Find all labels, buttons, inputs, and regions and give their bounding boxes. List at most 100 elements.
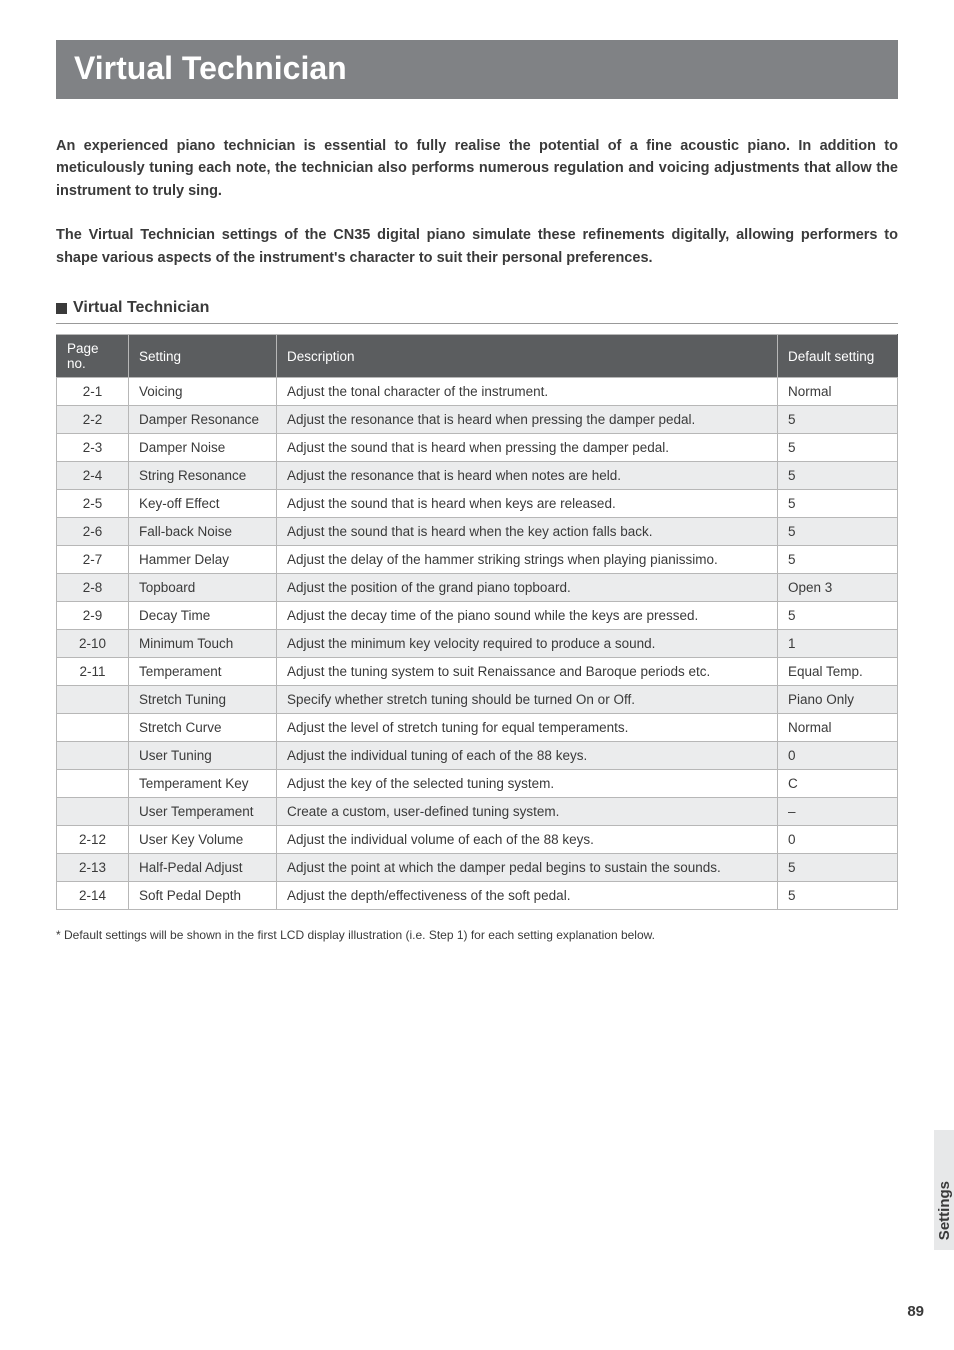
table-row: 2-13Half-Pedal AdjustAdjust the point at… — [57, 854, 898, 882]
cell-default: 1 — [778, 630, 898, 658]
cell-description: Adjust the minimum key velocity required… — [277, 630, 778, 658]
table-row: 2-14Soft Pedal DepthAdjust the depth/eff… — [57, 882, 898, 910]
intro-paragraph-2: The Virtual Technician settings of the C… — [56, 224, 898, 269]
table-row: 2-6Fall-back NoiseAdjust the sound that … — [57, 518, 898, 546]
cell-page: 2-13 — [57, 854, 129, 882]
table-row: 2-11TemperamentAdjust the tuning system … — [57, 658, 898, 686]
cell-setting: Minimum Touch — [129, 630, 277, 658]
cell-setting: Fall-back Noise — [129, 518, 277, 546]
cell-description: Adjust the resonance that is heard when … — [277, 406, 778, 434]
cell-setting: Damper Noise — [129, 434, 277, 462]
cell-default: 5 — [778, 854, 898, 882]
side-tab: Settings — [934, 1130, 954, 1250]
cell-setting: Soft Pedal Depth — [129, 882, 277, 910]
cell-page — [57, 798, 129, 826]
cell-default: 5 — [778, 462, 898, 490]
cell-page: 2-5 — [57, 490, 129, 518]
cell-description: Adjust the sound that is heard when pres… — [277, 434, 778, 462]
cell-default: 5 — [778, 406, 898, 434]
cell-default: Piano Only — [778, 686, 898, 714]
cell-page: 2-14 — [57, 882, 129, 910]
col-header-setting: Setting — [129, 335, 277, 378]
cell-description: Adjust the resonance that is heard when … — [277, 462, 778, 490]
cell-description: Create a custom, user-defined tuning sys… — [277, 798, 778, 826]
cell-page: 2-3 — [57, 434, 129, 462]
cell-default: Equal Temp. — [778, 658, 898, 686]
footnote: * Default settings will be shown in the … — [56, 928, 898, 942]
page-title-bar: Virtual Technician — [56, 40, 898, 99]
cell-page — [57, 714, 129, 742]
table-row: 2-12User Key VolumeAdjust the individual… — [57, 826, 898, 854]
cell-setting: Temperament Key — [129, 770, 277, 798]
cell-page: 2-4 — [57, 462, 129, 490]
table-row: 2-4String ResonanceAdjust the resonance … — [57, 462, 898, 490]
cell-default: 5 — [778, 546, 898, 574]
cell-description: Adjust the level of stretch tuning for e… — [277, 714, 778, 742]
table-row: 2-1VoicingAdjust the tonal character of … — [57, 378, 898, 406]
cell-description: Adjust the depth/effectiveness of the so… — [277, 882, 778, 910]
cell-description: Adjust the position of the grand piano t… — [277, 574, 778, 602]
table-row: Stretch CurveAdjust the level of stretch… — [57, 714, 898, 742]
cell-page: 2-1 — [57, 378, 129, 406]
cell-page: 2-7 — [57, 546, 129, 574]
cell-page — [57, 742, 129, 770]
cell-default: 5 — [778, 882, 898, 910]
cell-setting: Stretch Curve — [129, 714, 277, 742]
cell-default: Normal — [778, 378, 898, 406]
cell-description: Adjust the individual volume of each of … — [277, 826, 778, 854]
cell-page: 2-6 — [57, 518, 129, 546]
table-row: 2-2Damper ResonanceAdjust the resonance … — [57, 406, 898, 434]
cell-description: Adjust the tuning system to suit Renaiss… — [277, 658, 778, 686]
cell-page: 2-8 — [57, 574, 129, 602]
cell-default: C — [778, 770, 898, 798]
table-row: 2-9Decay TimeAdjust the decay time of th… — [57, 602, 898, 630]
cell-page: 2-11 — [57, 658, 129, 686]
cell-setting: Temperament — [129, 658, 277, 686]
table-row: Stretch TuningSpecify whether stretch tu… — [57, 686, 898, 714]
table-row: 2-10Minimum TouchAdjust the minimum key … — [57, 630, 898, 658]
cell-page: 2-9 — [57, 602, 129, 630]
cell-default: 5 — [778, 490, 898, 518]
cell-setting: String Resonance — [129, 462, 277, 490]
section-title: Virtual Technician — [73, 299, 209, 317]
table-row: 2-8TopboardAdjust the position of the gr… — [57, 574, 898, 602]
page-number: 89 — [907, 1303, 924, 1320]
cell-setting: Voicing — [129, 378, 277, 406]
cell-default: 5 — [778, 434, 898, 462]
cell-setting: Damper Resonance — [129, 406, 277, 434]
cell-setting: Decay Time — [129, 602, 277, 630]
intro-paragraph-1: An experienced piano technician is essen… — [56, 135, 898, 202]
cell-description: Adjust the delay of the hammer striking … — [277, 546, 778, 574]
col-header-page: Page no. — [57, 335, 129, 378]
table-row: 2-7Hammer DelayAdjust the delay of the h… — [57, 546, 898, 574]
table-row: 2-3Damper NoiseAdjust the sound that is … — [57, 434, 898, 462]
cell-description: Specify whether stretch tuning should be… — [277, 686, 778, 714]
cell-page — [57, 686, 129, 714]
cell-description: Adjust the sound that is heard when keys… — [277, 490, 778, 518]
settings-table: Page no. Setting Description Default set… — [56, 334, 898, 910]
table-header-row: Page no. Setting Description Default set… — [57, 335, 898, 378]
side-tab-label: Settings — [936, 1181, 953, 1240]
cell-setting: Key-off Effect — [129, 490, 277, 518]
cell-page: 2-10 — [57, 630, 129, 658]
cell-page: 2-12 — [57, 826, 129, 854]
cell-description: Adjust the decay time of the piano sound… — [277, 602, 778, 630]
cell-description: Adjust the tonal character of the instru… — [277, 378, 778, 406]
table-row: 2-5Key-off EffectAdjust the sound that i… — [57, 490, 898, 518]
table-row: User TuningAdjust the individual tuning … — [57, 742, 898, 770]
cell-default: 5 — [778, 518, 898, 546]
cell-default: 0 — [778, 742, 898, 770]
page-title: Virtual Technician — [74, 50, 347, 86]
cell-default: 0 — [778, 826, 898, 854]
cell-setting: User Temperament — [129, 798, 277, 826]
cell-page — [57, 770, 129, 798]
col-header-description: Description — [277, 335, 778, 378]
cell-description: Adjust the sound that is heard when the … — [277, 518, 778, 546]
cell-default: 5 — [778, 602, 898, 630]
cell-default: – — [778, 798, 898, 826]
cell-setting: User Tuning — [129, 742, 277, 770]
table-row: User TemperamentCreate a custom, user-de… — [57, 798, 898, 826]
cell-description: Adjust the point at which the damper ped… — [277, 854, 778, 882]
cell-setting: User Key Volume — [129, 826, 277, 854]
cell-setting: Topboard — [129, 574, 277, 602]
